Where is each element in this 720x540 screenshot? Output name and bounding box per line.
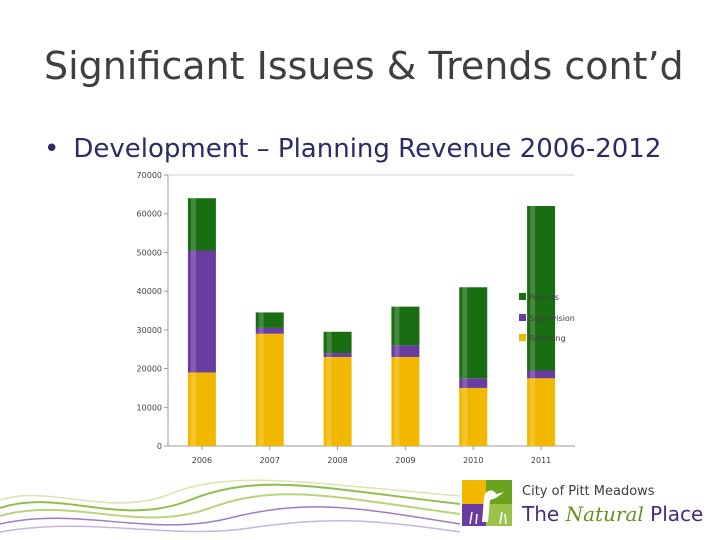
x-tick-label-2008: 2008 [327, 456, 347, 465]
bar-highlight [326, 331, 332, 354]
legend-swatch-rezoning [519, 334, 526, 341]
bar-permits-2010 [459, 287, 488, 379]
bar-rezoning-2008 [323, 356, 352, 446]
bar-highlight [462, 378, 468, 388]
x-tick-label-2009: 2009 [395, 456, 415, 465]
logo-tagline-the: The [522, 502, 560, 526]
bar-permits-2006 [187, 198, 216, 251]
bar-rezoning-2007 [255, 333, 284, 446]
bar-rezoning-2011 [527, 378, 556, 446]
y-tick-label: 70000 [137, 171, 162, 180]
decorative-waves [0, 479, 460, 533]
y-tick-label: 50000 [137, 248, 162, 257]
bar-highlight [530, 378, 536, 446]
bar-highlight [326, 353, 332, 357]
logo-city-name: City of Pitt Meadows [522, 484, 655, 499]
slide-title: Significant Issues & Trends cont’d [44, 44, 684, 88]
legend-swatch-subdivision [519, 314, 526, 321]
legend-swatch-permits [519, 293, 526, 300]
logo-tagline: The Natural Place [522, 502, 703, 526]
y-tick-label: 10000 [137, 403, 162, 412]
y-tick-label: 40000 [137, 287, 162, 296]
y-tick-label: 20000 [137, 365, 162, 374]
legend-label-subdivision: Subdivision [529, 314, 575, 323]
bar-rezoning-2009 [391, 356, 420, 446]
x-tick-label-2007: 2007 [260, 456, 280, 465]
bar-rezoning-2010 [459, 387, 488, 446]
bar-highlight [394, 356, 400, 446]
legend-label-permits: Permits [529, 293, 559, 302]
bar-highlight [258, 327, 264, 334]
y-tick-label: 0 [157, 442, 162, 451]
bullet-marker: • [44, 134, 60, 164]
logo-tagline-place: Place [650, 502, 704, 526]
city-logo: City of Pitt Meadows The Natural Place [460, 478, 703, 530]
bar-subdivision-2006 [187, 250, 216, 373]
bar-subdivision-2008 [323, 353, 352, 357]
bar-permits-2007 [255, 312, 284, 328]
x-tick-label-2006: 2006 [192, 456, 212, 465]
bar-highlight [462, 287, 468, 379]
bullet-text: Development – Planning Revenue 2006-2012 [73, 134, 662, 164]
bar-subdivision-2010 [459, 378, 488, 388]
y-tick-label: 60000 [137, 210, 162, 219]
bar-highlight [190, 250, 196, 373]
bullet-item: • Development – Planning Revenue 2006-201… [44, 134, 661, 164]
bar-highlight [258, 333, 264, 446]
x-tick-label-2011: 2011 [531, 456, 551, 465]
bar-permits-2009 [391, 306, 420, 346]
bar-highlight [190, 198, 196, 251]
bar-permits-2008 [323, 331, 352, 354]
heron-emblem-icon [462, 480, 512, 526]
bar-highlight [258, 312, 264, 328]
bar-highlight [394, 345, 400, 357]
bar-highlight [326, 356, 332, 446]
bar-highlight [190, 372, 196, 446]
legend-label-rezoning: Rezoning [529, 334, 566, 343]
logo-tagline-natural: Natural [565, 502, 644, 526]
bar-rezoning-2006 [187, 372, 216, 446]
bar-highlight [394, 306, 400, 346]
bar-highlight [530, 370, 536, 379]
bar-permits-2011 [527, 205, 556, 371]
bar-subdivision-2011 [527, 370, 556, 379]
bar-subdivision-2007 [255, 327, 284, 334]
bar-highlight [462, 387, 468, 446]
x-tick-label-2010: 2010 [463, 456, 483, 465]
y-tick-label: 30000 [137, 326, 162, 335]
bar-subdivision-2009 [391, 345, 420, 357]
bar-highlight [530, 205, 536, 371]
